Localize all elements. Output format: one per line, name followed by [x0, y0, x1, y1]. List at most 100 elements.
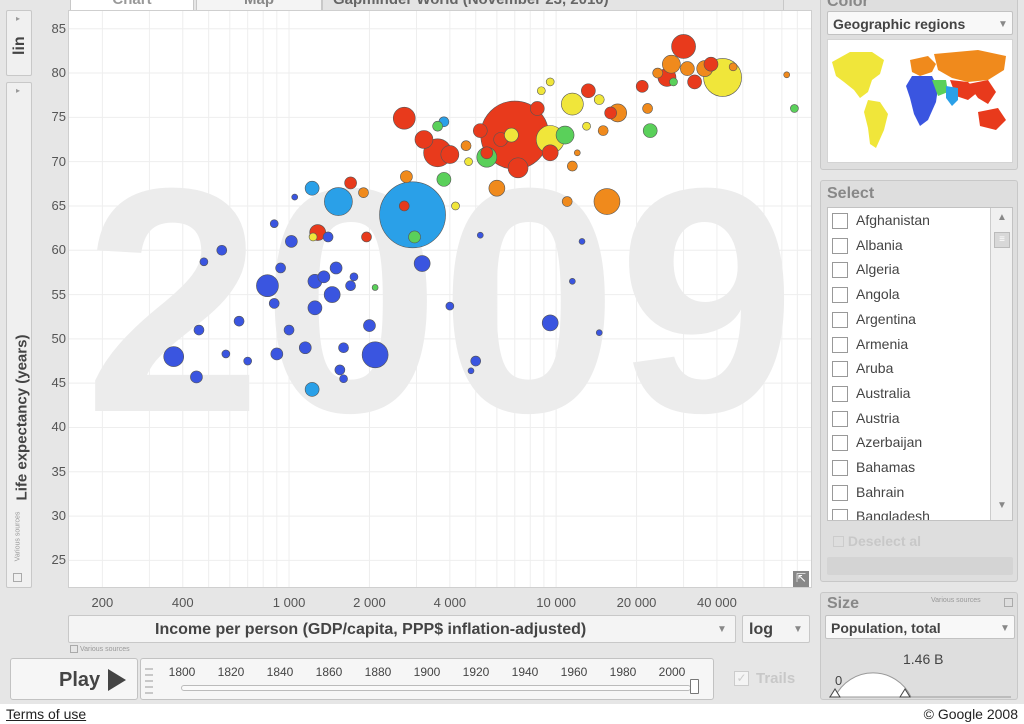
country-list-item[interactable]: Bahrain [832, 482, 988, 504]
country-bubble[interactable] [728, 62, 738, 72]
country-bubble[interactable] [480, 146, 494, 160]
country-checkbox[interactable] [832, 509, 848, 520]
country-bubble[interactable] [671, 34, 696, 59]
country-checkbox[interactable] [832, 460, 848, 476]
country-bubble[interactable] [216, 244, 228, 256]
x-axis-title-dropdown[interactable]: Income per person (GDP/capita, PPP$ infl… [68, 615, 736, 643]
country-bubble[interactable] [392, 106, 416, 130]
timeline-track[interactable] [181, 685, 691, 691]
country-bubble[interactable] [298, 341, 312, 355]
country-bubble[interactable] [561, 92, 584, 116]
country-bubble[interactable] [669, 77, 678, 87]
country-bubble[interactable] [379, 181, 446, 249]
timeline-slider[interactable]: 1800 1820 1840 1860 1880 1900 1920 1940 1960 1980… [140, 658, 714, 700]
country-bubble[interactable] [703, 56, 719, 72]
country-list-item[interactable]: Angola [832, 284, 988, 306]
country-bubble[interactable] [488, 179, 506, 197]
country-list-item[interactable]: Albania [832, 235, 988, 257]
country-bubble[interactable] [256, 274, 279, 298]
country-bubble[interactable] [317, 270, 331, 284]
country-bubble[interactable] [476, 231, 484, 239]
country-bubble[interactable] [339, 374, 348, 384]
country-checkbox[interactable] [832, 287, 848, 304]
country-bubble[interactable] [199, 257, 209, 267]
country-bubble[interactable] [593, 94, 605, 105]
scroll-down-icon[interactable]: ▼ [997, 500, 1007, 511]
country-bubble[interactable] [537, 86, 546, 96]
country-list-item[interactable]: Austria [832, 408, 988, 430]
scroll-thumb[interactable]: ≡ [994, 232, 1010, 248]
country-bubble[interactable] [432, 120, 443, 132]
terms-of-use-link[interactable]: Terms of use [6, 706, 87, 722]
list-scrollbar[interactable]: ▲ ≡ ▼ [990, 208, 1012, 520]
country-bubble[interactable] [440, 145, 460, 164]
country-bubble[interactable] [604, 106, 617, 120]
y-scale-dropdown[interactable]: ▸ lin [6, 10, 32, 76]
country-bubble[interactable] [163, 346, 185, 367]
country-checkbox[interactable] [832, 484, 848, 501]
country-bubble[interactable] [324, 187, 353, 216]
expand-icon[interactable]: ⇱ [793, 571, 809, 587]
country-bubble[interactable] [662, 54, 681, 74]
country-bubble[interactable] [358, 187, 369, 198]
country-bubble[interactable] [595, 329, 603, 336]
country-bubble[interactable] [541, 314, 559, 332]
country-bubble[interactable] [361, 231, 372, 243]
country-bubble[interactable] [233, 315, 245, 327]
country-bubble[interactable] [334, 364, 346, 376]
country-bubble[interactable] [504, 127, 519, 143]
country-bubble[interactable] [243, 356, 252, 366]
country-bubble[interactable] [541, 144, 559, 162]
country-bubble[interactable] [304, 180, 320, 196]
country-bubble[interactable] [308, 232, 318, 242]
country-bubble[interactable] [371, 284, 379, 291]
region-map[interactable] [827, 39, 1013, 163]
country-bubble[interactable] [555, 125, 575, 145]
country-bubble[interactable] [270, 347, 284, 361]
speed-icon[interactable] [143, 665, 155, 695]
country-checkbox[interactable] [832, 361, 848, 378]
bubble-chart[interactable]: 2009 ⇱ [68, 10, 812, 588]
country-bubble[interactable] [593, 188, 621, 215]
country-bubble[interactable] [783, 71, 791, 79]
country-checkbox[interactable] [832, 385, 848, 402]
trails-checkbox[interactable]: ✓ [734, 671, 749, 686]
country-bubble[interactable] [413, 255, 431, 272]
country-bubble[interactable] [581, 83, 596, 99]
trails-toggle[interactable]: ✓ Trails [724, 662, 810, 696]
country-bubble[interactable] [275, 262, 286, 274]
country-bubble[interactable] [545, 77, 555, 87]
country-checkbox[interactable] [832, 262, 848, 279]
country-bubble[interactable] [400, 170, 413, 184]
country-bubble[interactable] [464, 157, 473, 166]
x-scale-dropdown[interactable]: log ▼ [742, 615, 810, 643]
country-bubble[interactable] [582, 121, 591, 131]
country-bubble[interactable] [322, 231, 334, 243]
size-legend[interactable] [825, 643, 1015, 699]
country-bubble[interactable] [578, 238, 586, 245]
country-checkbox[interactable] [832, 213, 848, 229]
country-list-item[interactable]: Algeria [832, 259, 988, 281]
country-list-item[interactable]: Aruba [832, 358, 988, 380]
country-list-item[interactable]: Azerbaijan [832, 432, 988, 454]
country-bubble[interactable] [507, 157, 529, 179]
color-dropdown[interactable]: Geographic regions ▼ [827, 11, 1013, 35]
country-bubble[interactable] [635, 80, 649, 93]
country-bubble[interactable] [268, 298, 280, 309]
country-bubble[interactable] [460, 140, 472, 151]
country-bubble[interactable] [472, 123, 488, 138]
country-bubble[interactable] [573, 149, 581, 157]
country-list-item[interactable]: Bahamas [832, 457, 988, 479]
country-list-item[interactable]: Argentina [832, 309, 988, 331]
country-bubble[interactable] [467, 367, 475, 375]
play-button[interactable]: Play [10, 658, 138, 700]
country-bubble[interactable] [445, 301, 455, 311]
country-bubble[interactable] [451, 201, 460, 211]
country-checkbox[interactable] [832, 311, 848, 328]
country-list-item[interactable]: Australia [832, 383, 988, 405]
world-map-icon[interactable] [828, 40, 1012, 162]
y-axis-title-dropdown[interactable]: ▸ Life expectancy (years) Various source… [6, 82, 32, 588]
country-bubble[interactable] [642, 103, 653, 114]
scroll-up-icon[interactable]: ▲ [997, 212, 1007, 223]
country-bubble[interactable] [291, 193, 299, 201]
